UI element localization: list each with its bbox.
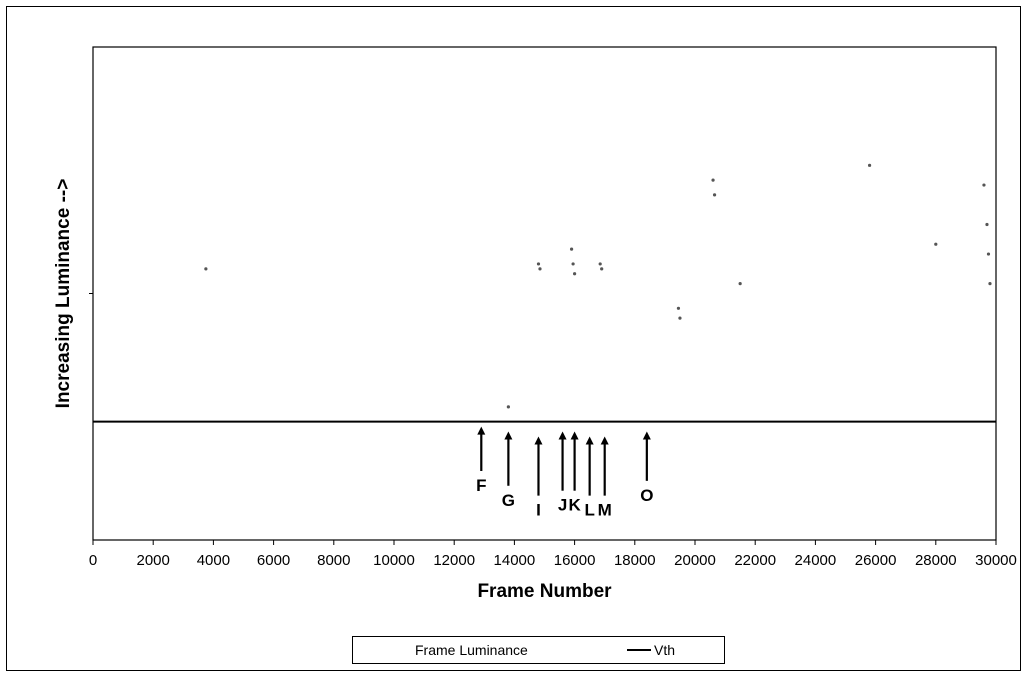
marker-label-j: J: [558, 496, 567, 515]
data-point-1: [506, 405, 510, 409]
legend-label-frame-luminance: Frame Luminance: [415, 642, 528, 658]
data-point-13: [738, 282, 742, 286]
legend-item-vth: Vth: [627, 642, 675, 658]
x-tick-label-14: 28000: [915, 552, 957, 569]
arrow-head-6: [600, 436, 609, 445]
annotation-arrow-m: M: [598, 436, 612, 520]
data-point-3: [538, 267, 542, 271]
marker-label-m: M: [598, 501, 612, 520]
arrow-head-4: [570, 431, 579, 440]
marker-label-o: O: [640, 486, 653, 505]
x-axis-title: Frame Number: [477, 581, 612, 602]
plot-area: [92, 46, 997, 541]
data-point-8: [600, 267, 604, 271]
arrow-head-5: [585, 436, 594, 445]
chart-legend: Frame Luminance Vth: [352, 636, 725, 664]
y-axis-title: Increasing Luminance -->: [53, 179, 74, 409]
data-point-5: [571, 262, 575, 266]
legend-item-frame-luminance: Frame Luminance: [415, 642, 528, 658]
data-point-18: [986, 252, 991, 256]
arrow-head-2: [534, 436, 543, 445]
marker-label-l: L: [584, 501, 594, 520]
chart-frame: 0 2000 4000 6000 8000 10000 12000 14000 16000 180…: [6, 6, 1021, 671]
data-point-14: [867, 163, 872, 167]
data-point-6: [573, 272, 577, 276]
x-tick-label-10: 20000: [674, 552, 716, 569]
x-tick-label-5: 10000: [373, 552, 415, 569]
data-point-9: [676, 306, 681, 310]
legend-label-vth: Vth: [654, 642, 676, 658]
x-tick-label-2: 4000: [197, 552, 230, 569]
data-point-12: [712, 193, 717, 197]
data-point-0: [204, 267, 208, 271]
annotation-arrow-g: G: [502, 431, 515, 510]
annotation-arrow-i: I: [534, 436, 543, 520]
annotation-arrow-j: J: [558, 431, 567, 515]
data-point-19: [988, 282, 992, 286]
x-tick-label-8: 16000: [554, 552, 596, 569]
x-tick-label-13: 26000: [855, 552, 897, 569]
arrow-head-7: [642, 431, 651, 440]
data-point-11: [711, 178, 715, 182]
annotation-arrow-l: L: [584, 436, 595, 520]
x-tick-label-0: 0: [89, 552, 97, 569]
marker-label-f: F: [476, 476, 486, 495]
x-tick-label-7: 14000: [494, 552, 536, 569]
arrow-head-0: [477, 426, 486, 435]
data-point-7: [598, 262, 602, 266]
annotation-arrow-k: K: [568, 431, 581, 515]
x-tick-label-12: 24000: [795, 552, 837, 569]
marker-label-k: K: [568, 496, 581, 515]
marker-label-g: G: [502, 491, 515, 510]
data-point-4: [569, 247, 574, 251]
legend-swatch-vth: [627, 649, 651, 651]
data-point-16: [982, 183, 986, 187]
luminance-chart: 0 2000 4000 6000 8000 10000 12000 14000 16000 180…: [53, 46, 1017, 602]
x-tick-label-15: 30000: [975, 552, 1017, 569]
x-tick-label-11: 22000: [734, 552, 776, 569]
x-tick-label-9: 18000: [614, 552, 656, 569]
marker-label-i: I: [536, 501, 541, 520]
data-point-15: [934, 242, 938, 246]
arrow-head-3: [558, 431, 567, 440]
data-point-10: [678, 316, 682, 320]
data-point-2: [536, 262, 541, 266]
x-tick-label-4: 8000: [317, 552, 350, 569]
annotation-arrow-o: O: [640, 431, 653, 505]
x-tick-label-1: 2000: [137, 552, 170, 569]
x-tick-label-3: 6000: [257, 552, 290, 569]
x-tick-label-6: 12000: [433, 552, 475, 569]
arrow-head-1: [504, 431, 513, 440]
annotation-arrow-f: F: [476, 426, 486, 495]
data-point-17: [985, 222, 989, 227]
